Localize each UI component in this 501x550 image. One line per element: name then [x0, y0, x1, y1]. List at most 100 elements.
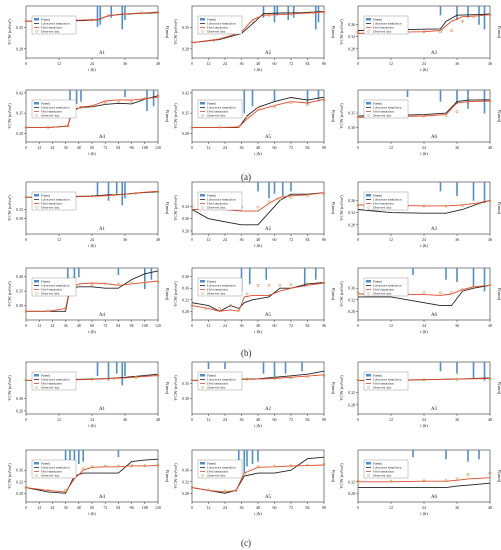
observed-point — [190, 486, 194, 489]
x-axis-title: t (h) — [88, 151, 96, 156]
legend-box — [31, 99, 77, 119]
observed-point — [130, 281, 134, 285]
x-tick-label: 36 — [455, 61, 459, 66]
observed-point — [90, 377, 94, 381]
legend-label-obs: Observed data — [373, 292, 392, 296]
x-tick-label: 96 — [322, 237, 326, 242]
x-tick-label: 48 — [156, 417, 160, 422]
observed-point — [306, 375, 309, 379]
x-tick-label: 24 — [422, 417, 426, 422]
legend-label-precip: P(mm) — [207, 18, 216, 22]
x-tick-label: 120 — [155, 323, 161, 328]
x-tick-label: 84 — [306, 61, 310, 66]
legend-label-lab: Laboratory simulation — [373, 22, 402, 26]
y-axis-title: VCW (m³/m³) — [7, 281, 12, 307]
y2-axis-title: P(mm) — [165, 202, 170, 215]
legend-label-precip: P(mm) — [373, 102, 382, 106]
precip-bar — [243, 90, 246, 114]
x-tick-label: 84 — [306, 145, 310, 150]
x-tick-label: 0 — [25, 505, 27, 510]
x-tick-label: 96 — [322, 505, 326, 510]
precip-bar — [121, 6, 124, 30]
x-tick-label: 24 — [90, 417, 94, 422]
observed-point — [143, 281, 147, 284]
observed-point — [90, 283, 94, 287]
x-tick-label: 0 — [357, 145, 359, 150]
legend-label-field: Field simulation — [207, 288, 228, 292]
chart-panel-b-a5: 0 12 24 36 48 60 72 84 96 t (h) 0.28 0.32 0.36 0.40 VC… — [173, 267, 336, 334]
legend-box — [31, 191, 77, 211]
y-tick-label: 0.30 — [182, 396, 189, 401]
panel-label: A5 — [265, 313, 272, 318]
legend-label-precip: P(mm) — [41, 280, 50, 284]
y2-axis-title: P(mm) — [497, 202, 501, 215]
x-tick-label: 48 — [77, 323, 81, 328]
legend-label-precip: P(mm) — [373, 18, 382, 22]
y-tick-label: 0.32 — [182, 297, 189, 302]
legend-box — [197, 15, 243, 35]
observed-point — [322, 463, 326, 466]
x-tick-label: 0 — [25, 237, 27, 242]
y-tick-label: 0.28 — [348, 46, 355, 51]
observed-point — [245, 292, 249, 296]
y-tick-label: 0.28 — [182, 491, 189, 496]
observed-point — [444, 479, 448, 483]
observed-point — [107, 14, 110, 17]
observed-point — [306, 103, 309, 106]
precip-bar — [483, 362, 486, 381]
precip-bar — [115, 182, 118, 194]
observed-point — [477, 202, 481, 205]
y-tick-label: 0.34 — [182, 204, 189, 209]
x-tick-label: 60 — [90, 505, 94, 510]
observed-point — [422, 204, 426, 208]
chart-panel-c-a6: 0 12 24 36 48 t (h) 0.28 0.32 VCW (m³/m³) P(mm) A6… — [339, 449, 501, 516]
precip-bar — [281, 182, 284, 197]
x-tick-label: 48 — [256, 323, 260, 328]
x-tick-label: 12 — [207, 505, 211, 510]
y2-axis-title: P(mm) — [165, 382, 170, 395]
x-tick-label: 60 — [90, 323, 94, 328]
precip-bar — [445, 268, 447, 280]
precip-bar — [224, 362, 226, 370]
y-tick-label: 0.36 — [16, 468, 23, 473]
chart-panel-b-a4: 0 12 24 36 48 60 72 84 96 108 120 t (h) 0.30 0.35 0.40… — [7, 267, 170, 334]
x-tick-label: 72 — [103, 505, 107, 510]
chart-panel-c-a4: 0 12 24 36 48 60 72 84 96 108 120 t (h) 0.28 0.32 0.36… — [7, 449, 170, 516]
observed-point — [289, 101, 293, 105]
panel-label: A5 — [265, 135, 272, 140]
x-tick-label: 36 — [64, 505, 68, 510]
x-tick-label: 0 — [357, 505, 359, 510]
legend-label-lab: Laboratory simulation — [207, 22, 236, 26]
observed-point — [134, 191, 138, 195]
precip-bar — [314, 268, 317, 280]
precip-bar — [303, 268, 306, 287]
panel-label: A6 — [431, 495, 438, 500]
chart-panel-c-a5: 0 12 24 36 48 60 72 84 96 t (h) 0.28 0.32 0.36 VCW (m… — [173, 449, 336, 516]
precip-bar — [273, 90, 276, 102]
legend-box — [31, 459, 77, 479]
observed-point — [356, 479, 360, 483]
y-tick-label: 0.36 — [182, 286, 189, 291]
legend-swatch-obs — [367, 474, 370, 477]
field-sim-line — [25, 465, 159, 493]
x-tick-label: 24 — [422, 505, 426, 510]
legend-box — [197, 99, 243, 119]
precip-bar — [124, 6, 126, 21]
legend-label-precip: P(mm) — [41, 374, 50, 378]
y-tick-label: 0.28 — [16, 131, 23, 136]
legend-label-field: Field simulation — [207, 470, 228, 474]
observed-point — [322, 98, 326, 102]
x-tick-label: 12 — [57, 61, 61, 66]
legend-label-obs: Observed data — [373, 114, 392, 118]
x-axis-title: t (h) — [88, 243, 96, 248]
precip-bar — [64, 450, 67, 467]
observed-point — [256, 205, 260, 209]
chart-panel-a-a4: 0 12 24 36 48 60 72 84 96 108 120 t (h) 0.28 0.35 0.42… — [7, 89, 170, 156]
panel-label: A6 — [431, 135, 438, 140]
observed-point — [24, 378, 28, 382]
